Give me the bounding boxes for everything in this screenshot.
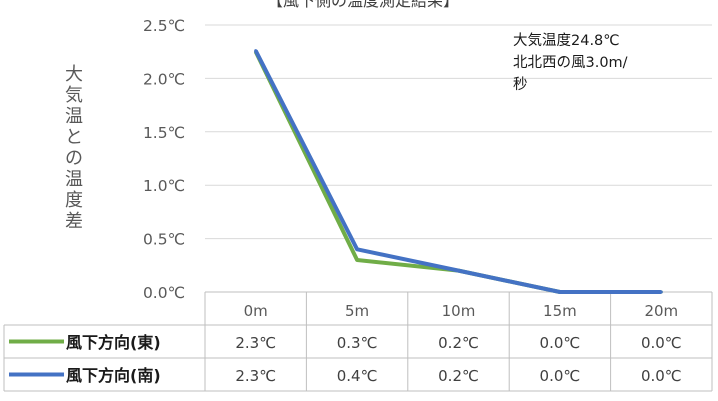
table-cell: 0.2℃: [438, 334, 479, 352]
table-cell: 0.0℃: [641, 367, 682, 385]
category-label: 0m: [244, 302, 268, 320]
y-axis-label-char: 差: [65, 211, 83, 232]
data-point: [558, 290, 562, 294]
y-tick-label: 2.5℃: [143, 17, 185, 35]
y-axis-label-char: 度: [65, 190, 83, 211]
category-label: 20m: [644, 302, 678, 320]
y-tick-label: 0.0℃: [143, 284, 185, 302]
legend-label: 風下方向(南): [66, 366, 161, 385]
category-label: 10m: [442, 302, 476, 320]
y-axis-label-char: 大: [65, 64, 83, 85]
annotation-line: 大気温度24.8℃: [513, 32, 620, 49]
table-cell: 2.3℃: [235, 367, 276, 385]
category-label: 15m: [543, 302, 577, 320]
data-point: [355, 247, 359, 251]
legend-label: 風下方向(東): [66, 333, 161, 352]
y-tick-label: 2.0℃: [143, 70, 185, 88]
series-line: [253, 49, 662, 294]
y-tick-label: 1.5℃: [143, 124, 185, 142]
y-axis-label-char: と: [65, 127, 83, 148]
table-cell: 0.0℃: [641, 334, 682, 352]
table-cell: 0.3℃: [337, 334, 378, 352]
y-tick-label: 1.0℃: [143, 177, 185, 195]
data-point: [355, 258, 359, 262]
table-cell: 0.4℃: [337, 367, 378, 385]
y-tick-label: 0.5℃: [143, 231, 185, 249]
table-cell: 0.2℃: [438, 367, 479, 385]
y-axis-label-char: 温: [65, 169, 83, 190]
table-cell: 0.0℃: [540, 367, 581, 385]
data-point: [457, 269, 460, 273]
chart-title: 【風下側の温度測定結果】: [267, 0, 459, 10]
y-axis-label-char: 温: [65, 106, 83, 127]
data-point: [254, 49, 258, 53]
y-axis-label-char: の: [65, 148, 83, 169]
annotation-line: 北北西の風3.0m/: [513, 54, 628, 71]
category-label: 5m: [345, 302, 369, 320]
table-cell: 0.0℃: [540, 334, 581, 352]
data-table: 0m 5m 10m 15m 20m 風下方向(東) 2.3℃ 0.3℃ 0.2℃ 0.0℃ 0.0℃…: [3, 291, 713, 392]
table-cell: 2.3℃: [235, 334, 276, 352]
data-point: [659, 290, 663, 294]
y-axis-label-char: 気: [65, 85, 83, 106]
annotation-line: 秒: [513, 76, 528, 93]
series-lines: [253, 49, 663, 294]
annotation: 大気温度24.8℃ 北北西の風3.0m/秒: [513, 32, 628, 93]
